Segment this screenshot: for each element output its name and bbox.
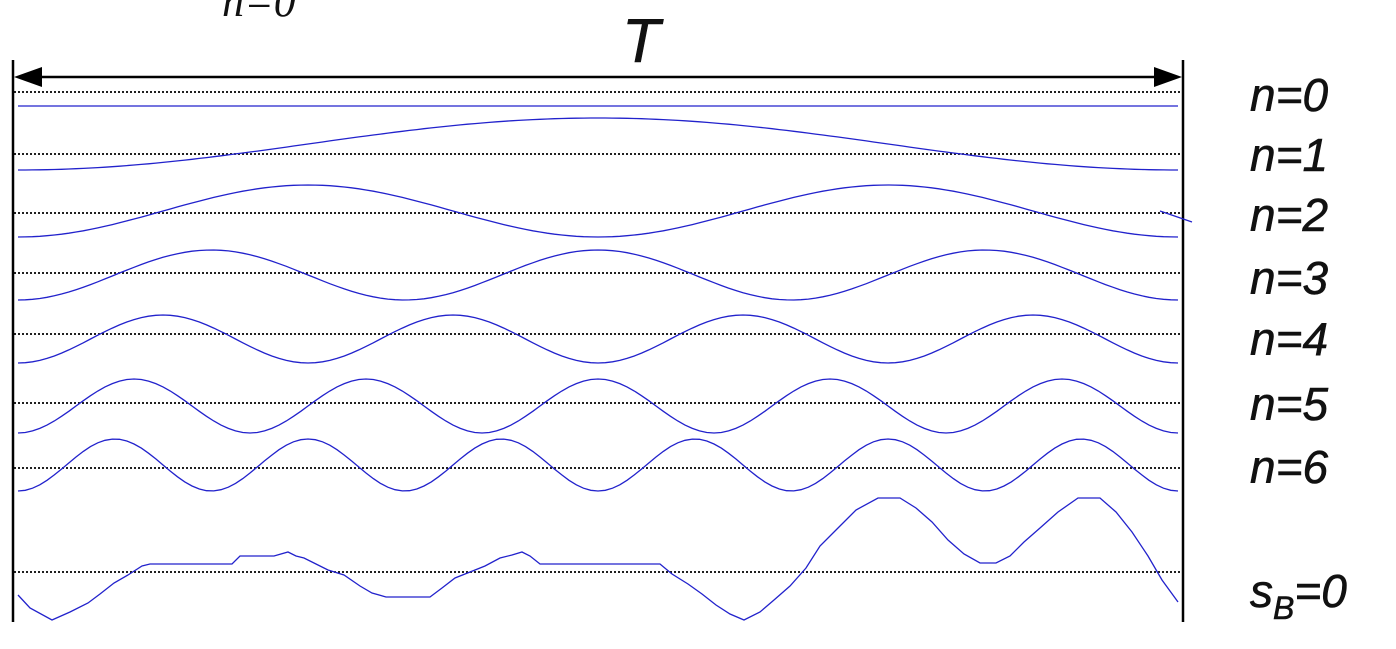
row-labels: n=0 n=1 n=2 n=3 n=4 n=5 n=6	[1250, 69, 1329, 494]
period-span: T	[11, 7, 1185, 622]
row-label-n0: n=0	[1250, 69, 1328, 121]
wave-n6	[17, 438, 1179, 492]
row-label-n6: n=6	[1250, 441, 1328, 493]
wave-n3	[17, 249, 1179, 301]
wave-n4	[17, 314, 1179, 364]
harmonic-waves	[17, 105, 1193, 621]
row-label-n1: n=1	[1250, 129, 1328, 181]
wave-n2	[17, 184, 1179, 238]
wave-n5	[17, 378, 1179, 434]
row-label-n2: n=2	[1250, 189, 1328, 241]
row-label-n5: n=5	[1250, 378, 1328, 430]
wave-n2-overshoot	[1159, 210, 1193, 223]
row-label-n4: n=4	[1250, 313, 1328, 365]
dotted-baselines	[14, 91, 1182, 573]
period-label: T	[622, 7, 664, 76]
period-arrow-left-head	[14, 67, 42, 87]
row-label-n3: n=3	[1250, 252, 1328, 304]
period-arrow-right-head	[1154, 67, 1182, 87]
wave-n1	[18, 117, 1178, 171]
sum-label: sB=0	[1250, 565, 1347, 626]
wave-sum	[17, 497, 1179, 621]
cut-off-label: n=0	[222, 0, 296, 26]
